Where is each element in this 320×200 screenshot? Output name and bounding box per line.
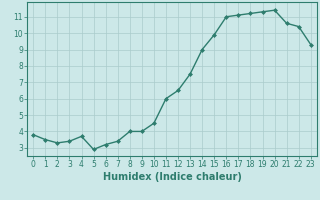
X-axis label: Humidex (Indice chaleur): Humidex (Indice chaleur) xyxy=(103,172,241,182)
